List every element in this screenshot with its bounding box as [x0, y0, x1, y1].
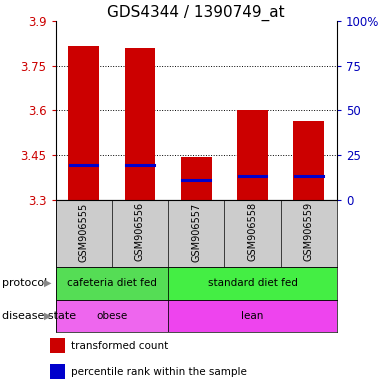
- Text: cafeteria diet fed: cafeteria diet fed: [67, 278, 157, 288]
- Bar: [124, 48, 155, 200]
- Text: protocol: protocol: [2, 278, 47, 288]
- Bar: [293, 121, 324, 200]
- Text: standard diet fed: standard diet fed: [208, 278, 298, 288]
- Text: GSM906557: GSM906557: [191, 202, 201, 262]
- Bar: [237, 110, 268, 200]
- Bar: [50, 364, 65, 379]
- Text: obese: obese: [96, 311, 128, 321]
- Title: GDS4344 / 1390749_at: GDS4344 / 1390749_at: [108, 5, 285, 21]
- Text: transformed count: transformed count: [71, 341, 168, 351]
- Bar: [68, 46, 99, 200]
- Bar: [168, 300, 337, 332]
- Text: ▶: ▶: [44, 311, 52, 321]
- Bar: [168, 267, 337, 300]
- Text: ▶: ▶: [44, 278, 52, 288]
- Bar: [56, 300, 168, 332]
- Text: disease state: disease state: [2, 311, 76, 321]
- Bar: [50, 338, 65, 353]
- Text: GSM906555: GSM906555: [79, 202, 89, 262]
- Text: GSM906558: GSM906558: [247, 202, 258, 262]
- Text: percentile rank within the sample: percentile rank within the sample: [71, 367, 247, 377]
- Bar: [181, 157, 212, 200]
- Text: lean: lean: [241, 311, 264, 321]
- Bar: [56, 267, 168, 300]
- Text: GSM906556: GSM906556: [135, 202, 145, 262]
- Text: GSM906559: GSM906559: [304, 202, 314, 262]
